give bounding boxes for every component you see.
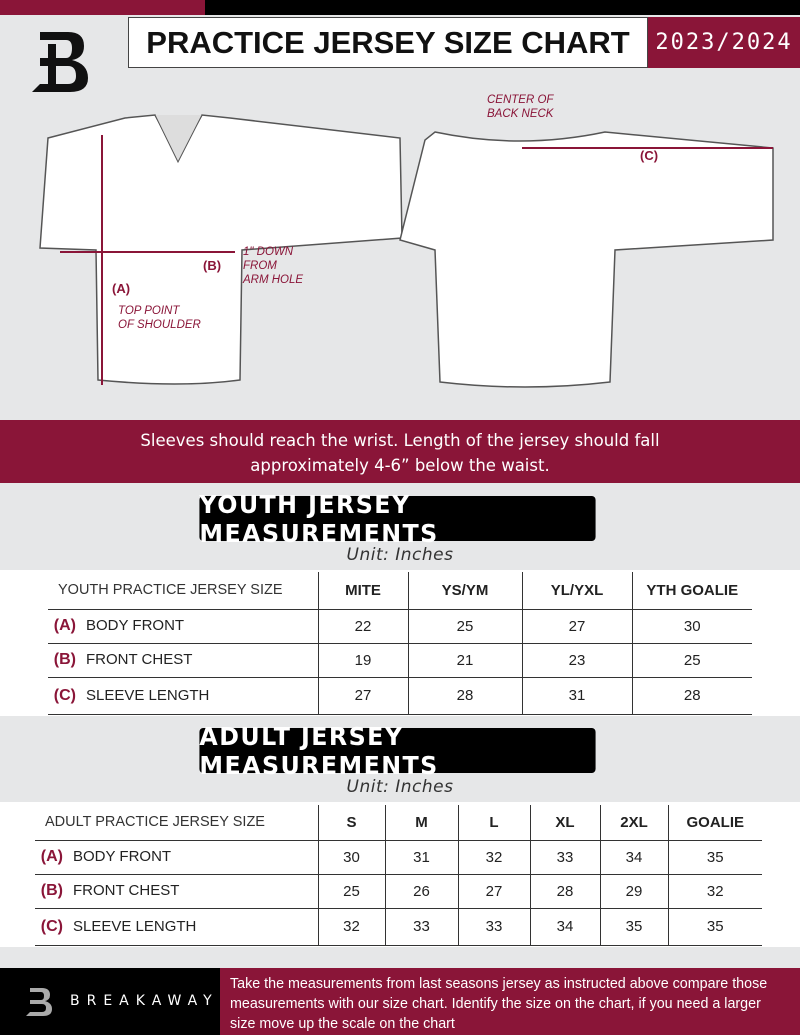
cell: 32 [457, 840, 530, 875]
cell: 25 [407, 609, 522, 644]
youth-size-table: YOUTH PRACTICE JERSEY SIZE MITE YS/YM YL… [48, 572, 752, 715]
cell: 34 [529, 908, 600, 946]
page-title: PRACTICE JERSEY SIZE CHART [128, 17, 648, 68]
cell: 34 [599, 840, 668, 875]
row-label: BODY FRONT [86, 617, 185, 634]
cell: 26 [384, 874, 458, 909]
table-row: (A) BODY FRONT 30 31 32 33 34 35 [35, 840, 762, 875]
cell: 33 [529, 840, 600, 875]
cell: 25 [631, 643, 752, 678]
youth-unit: Unit: Inches [346, 545, 454, 565]
note-a: TOP POINT OF SHOULDER [118, 305, 201, 331]
cell: 21 [407, 643, 522, 678]
cell: 32 [317, 908, 385, 946]
label-c: (C) [640, 148, 659, 163]
footer-brand: BREAKAWAY [0, 968, 220, 1035]
cell: 27 [317, 677, 408, 715]
cell: 35 [667, 840, 762, 875]
cell: 27 [521, 609, 632, 644]
table-header-row: ADULT PRACTICE JERSEY SIZE S M L XL 2XL … [35, 805, 762, 841]
table-row: (B) FRONT CHEST 19 21 23 25 [48, 643, 752, 678]
cell: 35 [667, 908, 762, 946]
column-header: S [317, 805, 385, 841]
cell: 25 [317, 874, 385, 909]
note-c: CENTER OF BACK NECK [487, 94, 554, 120]
adult-size-table: ADULT PRACTICE JERSEY SIZE S M L XL 2XL … [35, 805, 762, 946]
cell: 27 [457, 874, 530, 909]
label-a: (A) [112, 281, 131, 296]
front-jersey-diagram [39, 114, 403, 385]
cell: 28 [407, 677, 522, 715]
advice-banner: Sleeves should reach the wrist. Length o… [0, 420, 800, 483]
column-header: YS/YM [407, 572, 522, 610]
cell: 35 [599, 908, 668, 946]
column-header: 2XL [599, 805, 668, 841]
cell: 28 [631, 677, 752, 715]
top-accent-bar [0, 0, 205, 15]
back-jersey-diagram [399, 131, 774, 388]
cell: 29 [599, 874, 668, 909]
top-black-bar [205, 0, 800, 15]
table-row: (C) SLEEVE LENGTH 32 33 33 34 35 35 [35, 908, 762, 946]
row-key: (C) [53, 686, 76, 704]
advice-text: Sleeves should reach the wrist. Length o… [140, 431, 660, 475]
column-header: ADULT PRACTICE JERSEY SIZE [35, 805, 318, 841]
season-label: 2023/2024 [648, 17, 800, 68]
cell: 33 [384, 908, 458, 946]
cell: 30 [317, 840, 385, 875]
table-row: (C) SLEEVE LENGTH 27 28 31 28 [48, 677, 752, 715]
column-header: YL/YXL [521, 572, 632, 610]
row-label: FRONT CHEST [86, 651, 193, 668]
cell: 23 [521, 643, 632, 678]
cell: 30 [631, 609, 752, 644]
breakaway-logo-small [26, 988, 52, 1016]
adult-section-title: ADULT JERSEY MEASUREMENTS [199, 722, 596, 780]
cell: 22 [317, 609, 408, 644]
row-label: FRONT CHEST [73, 882, 180, 899]
adult-unit: Unit: Inches [346, 777, 454, 797]
row-key: (B) [40, 882, 63, 899]
cell: 33 [457, 908, 530, 946]
row-label: BODY FRONT [73, 848, 172, 865]
note-b: 1" DOWN FROM ARM HOLE [243, 246, 304, 286]
column-header: YOUTH PRACTICE JERSEY SIZE [48, 572, 318, 610]
row-key: (A) [40, 848, 63, 865]
cell: 31 [521, 677, 632, 715]
row-key: (A) [53, 617, 76, 634]
column-header: M [384, 805, 458, 841]
footer-text: Take the measurements from last seasons … [230, 976, 768, 1032]
table-header-row: YOUTH PRACTICE JERSEY SIZE MITE YS/YM YL… [48, 572, 752, 610]
table-row: (A) BODY FRONT 22 25 27 30 [48, 609, 752, 644]
cell: 31 [384, 840, 458, 875]
footer-instructions: Take the measurements from last seasons … [220, 968, 800, 1035]
column-header: YTH GOALIE [631, 572, 752, 610]
label-b: (B) [203, 258, 222, 273]
column-header: XL [529, 805, 600, 841]
column-header: L [457, 805, 530, 841]
cell: 28 [529, 874, 600, 909]
row-label: SLEEVE LENGTH [73, 917, 197, 935]
cell: 19 [317, 643, 408, 678]
table-row: (B) FRONT CHEST 25 26 27 28 29 32 [35, 874, 762, 909]
column-header: GOALIE [667, 805, 762, 841]
row-key: (B) [53, 651, 76, 668]
youth-section-title: YOUTH JERSEY MEASUREMENTS [199, 490, 596, 548]
brand-name: BREAKAWAY [70, 993, 219, 1009]
row-key: (C) [40, 917, 63, 935]
breakaway-logo [32, 32, 88, 92]
cell: 32 [667, 874, 762, 909]
row-label: SLEEVE LENGTH [86, 686, 210, 704]
column-header: MITE [317, 572, 408, 610]
